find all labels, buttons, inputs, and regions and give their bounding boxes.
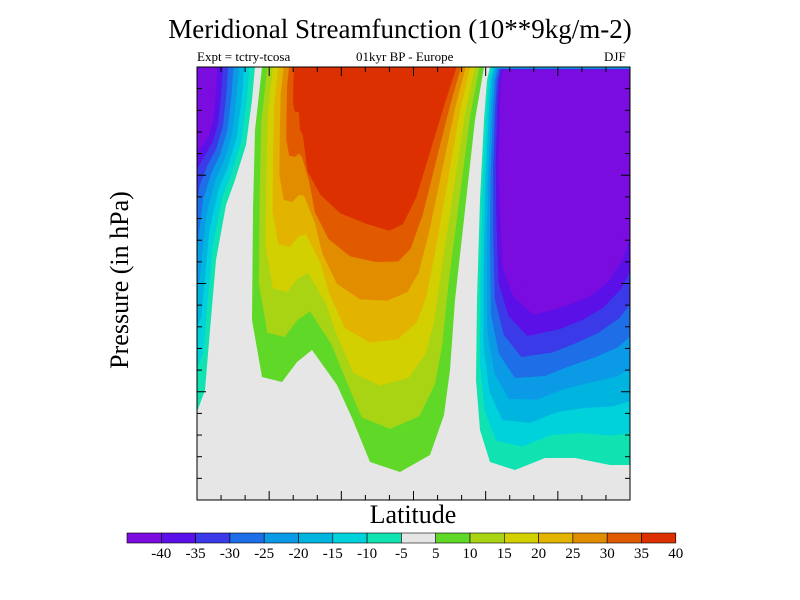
colorbar-swatch-0 (126, 532, 162, 544)
plot-axes (196, 66, 631, 501)
colorbar-swatch-8 (401, 532, 436, 544)
contour-field (197, 67, 630, 472)
colorbar-tick-label: -15 (323, 546, 343, 562)
colorbar-tick-label: -35 (186, 546, 206, 562)
period-label: 01kyr BP - Europe (356, 49, 454, 64)
colorbar-tick-label: 10 (463, 546, 478, 562)
colorbar-tick-label: 35 (634, 546, 649, 562)
center-cell-level-40 (298, 67, 452, 200)
colorbar-tick-label: -20 (289, 546, 309, 562)
south-cell-level--40 (197, 67, 212, 140)
chart-title: Meridional Streamfunction (10**9kg/m-2) (168, 14, 632, 44)
colorbar-swatch-6 (332, 532, 368, 544)
colorbar-swatch-4 (263, 532, 299, 544)
colorbar-tick-label: 40 (668, 546, 683, 562)
season-label: DJF (604, 49, 626, 64)
colorbar-tick-label: -5 (395, 546, 408, 562)
x-axis-label: Latitude (369, 500, 457, 529)
colorbar-swatch-15 (641, 532, 677, 544)
colorbar-swatch-1 (161, 532, 196, 544)
experiment-label: Expt = tctry-tcosa (197, 49, 291, 64)
colorbar-swatch-12 (538, 532, 574, 544)
colorbar-swatch-14 (606, 532, 642, 544)
colorbar-swatch-7 (366, 532, 402, 544)
colorbar-swatch-3 (229, 532, 265, 544)
colorbar-tick-label: 25 (565, 546, 580, 562)
colorbar-tick-label: 30 (600, 546, 615, 562)
colorbar: -40 -35 -30 -25 -20 -15 -10 -5 5 10 15 20 25 30 35 40 (126, 532, 683, 562)
colorbar-tick-label: -10 (357, 546, 377, 562)
colorbar-tick-label: 20 (531, 546, 546, 562)
colorbar-swatch-5 (298, 532, 334, 544)
colorbar-swatch-9 (435, 532, 471, 544)
colorbar-swatch-10 (469, 532, 505, 544)
north-cell-level--40 (501, 70, 630, 294)
colorbar-swatch-13 (572, 532, 608, 544)
colorbar-tick-label: -25 (254, 546, 274, 562)
colorbar-tick-label: -30 (220, 546, 240, 562)
colorbar-tick-label: -40 (151, 546, 171, 562)
colorbar-tick-label: 15 (497, 546, 512, 562)
colorbar-tick-label: 5 (432, 546, 440, 562)
colorbar-swatch-11 (503, 532, 539, 544)
colorbar-swatch-2 (195, 532, 231, 544)
